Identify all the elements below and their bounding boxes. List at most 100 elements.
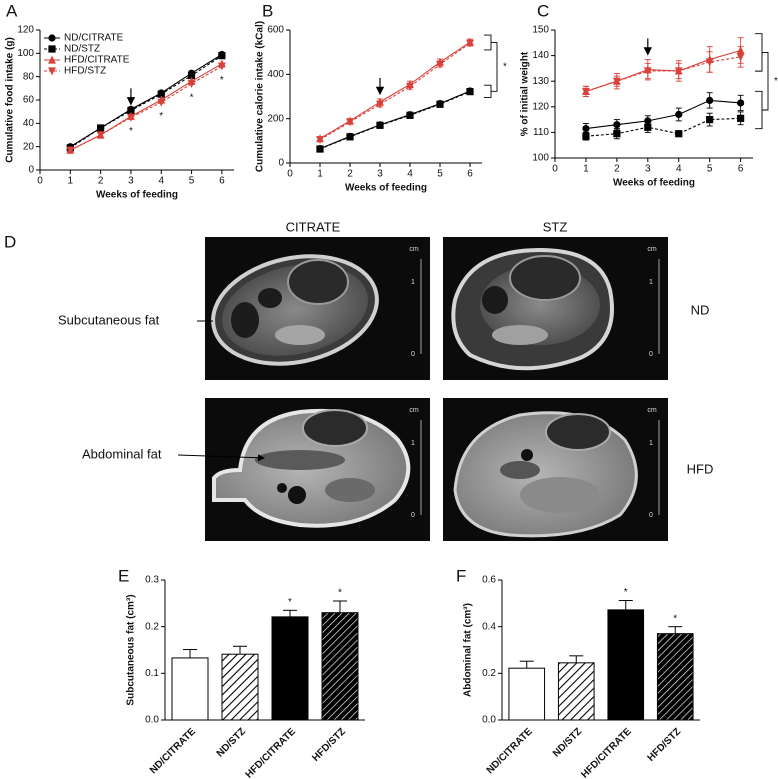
y-tick-label: 0.1 [145, 668, 159, 679]
y-tick-label: 40 [23, 118, 35, 129]
x-tick-label: 2 [347, 169, 353, 180]
marker [643, 67, 652, 76]
series-line [319, 42, 471, 141]
legend-label: HFD/CITRATE [64, 55, 130, 66]
panel-label: F [456, 566, 466, 585]
legend-label: HFD/STZ [64, 66, 106, 77]
error-bar [569, 655, 584, 663]
marker [66, 146, 75, 155]
x-tick-label: 5 [437, 169, 443, 180]
legend-label: ND/CITRATE [64, 33, 124, 44]
x-tick-label: 5 [189, 176, 195, 187]
legend-marker [48, 34, 56, 42]
y-axis-label: Subcutaneous fat (cm³) [126, 594, 137, 705]
x-tick-label: HFD/CITRATE [244, 726, 299, 779]
y-tick-label: 130 [532, 76, 549, 87]
marker [97, 124, 105, 132]
x-tick-label: ND/STZ [215, 726, 248, 759]
marker [346, 118, 354, 127]
series-line [70, 55, 223, 149]
marker [376, 100, 384, 109]
x-tick-label: 3 [645, 164, 651, 175]
marker [613, 121, 621, 129]
marker [436, 100, 444, 108]
series-line [70, 65, 223, 151]
series-line [585, 56, 741, 92]
error-bar [668, 626, 683, 634]
row-label: ND [691, 302, 710, 317]
y-tick-label: 0.3 [145, 575, 159, 586]
marker [346, 133, 354, 141]
bar [271, 616, 309, 721]
legend-marker [48, 67, 56, 76]
significance-mark: * [129, 126, 133, 137]
bar [171, 657, 209, 721]
bracket [484, 34, 492, 51]
scale-unit: cm [409, 246, 419, 253]
x-tick-label: 1 [317, 169, 323, 180]
scale-tick: 0 [411, 512, 415, 519]
error-bar [519, 660, 534, 669]
bracket [484, 84, 492, 98]
panel-label: D [4, 232, 16, 251]
y-tick-label: 0.0 [482, 715, 496, 726]
x-tick-label: 4 [676, 164, 682, 175]
scale-unit: cm [409, 407, 419, 414]
y-tick-label: 400 [267, 69, 284, 80]
scale-tick: 0 [649, 512, 653, 519]
x-tick-label: 2 [98, 176, 104, 187]
error-bar [283, 609, 297, 617]
significance-mark: * [673, 613, 677, 624]
column-title: CITRATE [286, 219, 341, 234]
error-bar [233, 645, 247, 655]
scale-tick: 1 [649, 440, 653, 447]
x-tick-label: 6 [738, 164, 744, 175]
x-tick-label: ND/STZ [551, 726, 584, 759]
marker [736, 53, 745, 62]
series-line [585, 99, 741, 130]
marker [582, 132, 590, 140]
scale-tick: 0 [411, 351, 415, 358]
marker [675, 110, 683, 119]
x-tick-label: 6 [467, 169, 473, 180]
x-tick-label: 0 [37, 176, 43, 187]
y-tick-label: 20 [23, 141, 35, 152]
marker [127, 106, 135, 115]
legend-marker [48, 45, 56, 53]
y-tick-label: 0 [28, 165, 34, 176]
marker [581, 87, 590, 96]
marker [706, 96, 714, 104]
x-tick-label: 5 [707, 164, 713, 175]
y-tick-label: 80 [23, 71, 35, 82]
scale-tick: 0 [649, 351, 653, 358]
scale-tick: 1 [411, 440, 415, 447]
marker [406, 82, 414, 91]
legend-marker [48, 55, 56, 64]
x-tick-label: HFD/STZ [646, 726, 684, 764]
significance-mark: * [190, 92, 194, 103]
bar [321, 612, 359, 721]
marker [218, 52, 226, 60]
marker [644, 123, 652, 131]
y-tick-label: 100 [532, 153, 549, 164]
x-tick-label: 1 [583, 164, 589, 175]
mri-image [205, 237, 430, 380]
x-tick-label: ND/CITRATE [148, 726, 198, 776]
y-tick-label: 200 [267, 113, 284, 124]
y-tick-label: 150 [532, 25, 549, 36]
marker [157, 90, 165, 98]
bar [656, 633, 694, 721]
x-tick-label: 3 [377, 169, 383, 180]
x-axis-label: Weeks of feeding [96, 190, 178, 201]
panel-label: B [262, 1, 273, 20]
error-bar [183, 649, 197, 658]
y-tick-label: 120 [532, 101, 549, 112]
y-axis-label: Abdominal fat (cm³) [463, 603, 474, 697]
panel-label: E [118, 566, 129, 585]
marker [737, 99, 745, 107]
x-tick-label: 2 [614, 164, 620, 175]
x-tick-label: ND/CITRATE [485, 726, 535, 776]
bracket [491, 42, 498, 92]
callout-label: Subcutaneous fat [58, 312, 160, 327]
